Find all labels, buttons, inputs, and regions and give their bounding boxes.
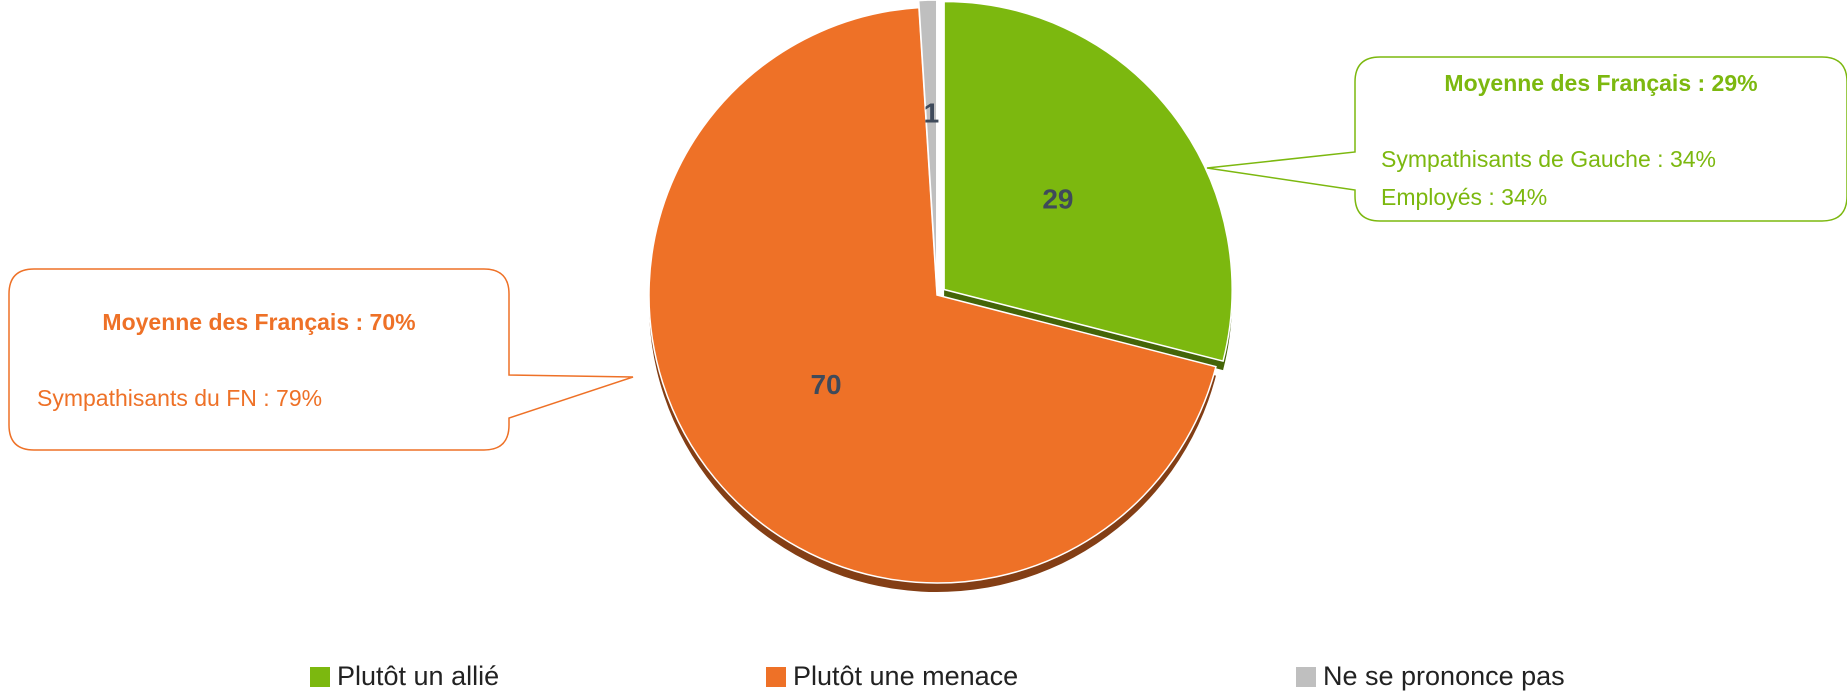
- legend-label: Ne se prononce pas: [1323, 661, 1565, 691]
- callout-box: [1206, 56, 1847, 222]
- callout-line: Employés : 34%: [1381, 184, 1547, 210]
- legend-swatch: [766, 667, 786, 687]
- data-label: 1: [924, 98, 940, 129]
- legend-label: Plutôt un allié: [337, 661, 499, 691]
- legend-swatch: [310, 667, 330, 687]
- slice: [648, 6, 1217, 584]
- legend: Plutôt un allié Plutôt une menace Ne se pr…: [310, 661, 1565, 691]
- callout-line: Sympathisants de Gauche : 34%: [1381, 146, 1716, 172]
- slice: [943, 0, 1233, 363]
- data-label: 29: [1042, 184, 1073, 215]
- legend-label: Plutôt une menace: [793, 661, 1018, 691]
- legend-swatch: [1296, 667, 1316, 687]
- callout-line: Sympathisants du FN : 79%: [37, 385, 322, 411]
- data-label: 70: [810, 369, 841, 400]
- callout-title: Moyenne des Français : 70%: [102, 309, 415, 335]
- pie: 29 70 1: [648, 0, 1233, 593]
- callout-title: Moyenne des Français : 29%: [1444, 70, 1757, 96]
- callout-box: [8, 268, 634, 451]
- slice: [917, 0, 938, 289]
